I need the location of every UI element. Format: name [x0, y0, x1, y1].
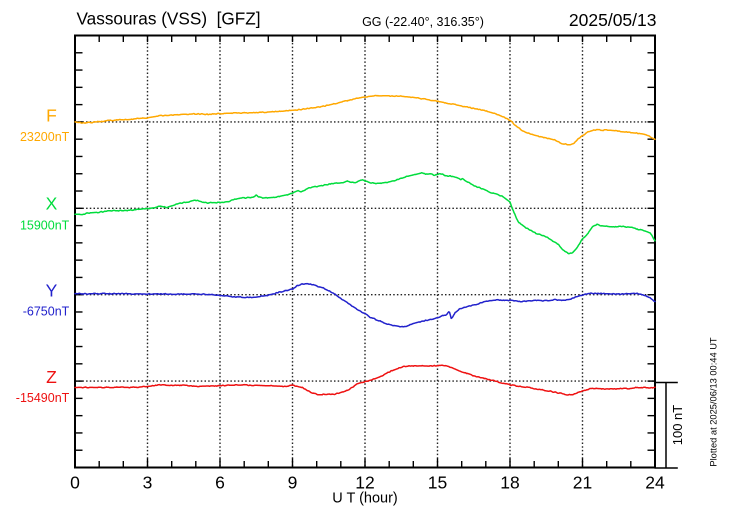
svg-text:Vassouras (VSS) [GFZ]: Vassouras (VSS) [GFZ]: [77, 9, 261, 29]
svg-text:-15490nT: -15490nT: [16, 391, 70, 405]
svg-text:18: 18: [500, 473, 519, 493]
svg-text:U T (hour): U T (hour): [332, 490, 398, 506]
svg-text:GG (-22.40°, 316.35°): GG (-22.40°, 316.35°): [362, 15, 484, 29]
svg-text:15900nT: 15900nT: [20, 219, 70, 233]
svg-text:-6750nT: -6750nT: [23, 305, 70, 319]
svg-text:3: 3: [143, 473, 153, 493]
svg-text:12: 12: [355, 473, 374, 493]
svg-text:9: 9: [288, 473, 298, 493]
svg-text:100 nT: 100 nT: [670, 405, 685, 446]
svg-text:F: F: [46, 106, 57, 126]
svg-text:0: 0: [70, 473, 80, 493]
svg-text:Z: Z: [46, 367, 57, 387]
svg-text:6: 6: [215, 473, 225, 493]
svg-text:Y: Y: [46, 281, 58, 301]
svg-text:24: 24: [645, 473, 665, 493]
svg-text:X: X: [46, 193, 58, 213]
svg-text:21: 21: [573, 473, 592, 493]
svg-text:2025/05/13: 2025/05/13: [569, 10, 657, 30]
svg-text:Plotted at 2025/06/13 00:44 UT: Plotted at 2025/06/13 00:44 UT: [709, 337, 719, 467]
svg-text:15: 15: [428, 473, 447, 493]
svg-text:23200nT: 23200nT: [20, 130, 70, 144]
